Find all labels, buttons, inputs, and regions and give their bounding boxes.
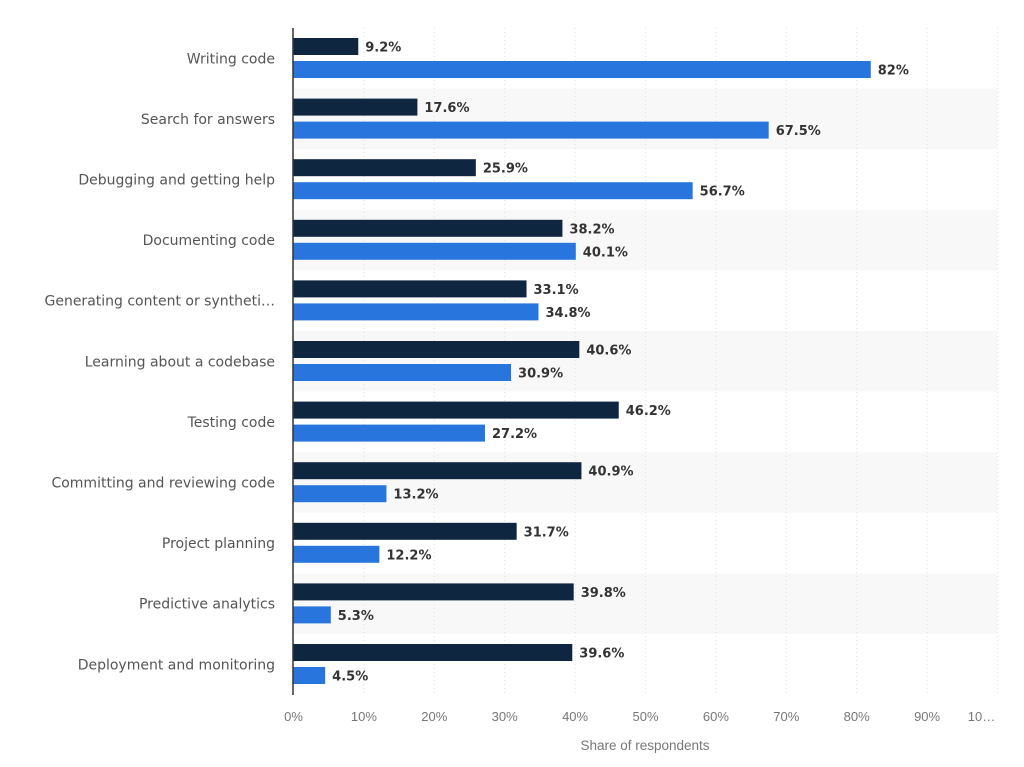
x-tick-label: 0% — [284, 709, 303, 724]
category-label: Predictive analytics — [139, 597, 275, 613]
data-label: 40.1% — [583, 245, 628, 260]
category-label: Documenting code — [143, 233, 275, 249]
bar-series-2 — [293, 303, 539, 321]
category-label: Writing code — [187, 51, 275, 67]
data-label: 46.2% — [626, 404, 671, 419]
bar-series-1 — [293, 280, 527, 298]
data-label: 40.9% — [588, 465, 633, 480]
category-label: Committing and reviewing code — [51, 476, 275, 492]
data-label: 31.7% — [524, 525, 569, 540]
data-label: 40.6% — [586, 344, 631, 359]
bar-series-1 — [293, 583, 574, 601]
data-label: 39.8% — [581, 586, 626, 601]
x-tick-label: 90% — [914, 709, 940, 724]
x-tick-label: 30% — [492, 709, 518, 724]
bar-series-2 — [293, 606, 331, 624]
data-label: 56.7% — [700, 185, 745, 200]
bar-series-2 — [293, 424, 485, 442]
bar-series-1 — [293, 159, 476, 177]
x-tick-label: 20% — [421, 709, 447, 724]
bar-series-1 — [293, 341, 580, 358]
data-label: 39.6% — [579, 647, 624, 662]
x-tick-label: 80% — [844, 709, 870, 724]
data-label: 9.2% — [365, 41, 401, 56]
category-label: Search for answers — [141, 112, 275, 128]
x-tick-label: 40% — [562, 709, 588, 724]
data-label: 30.9% — [518, 367, 563, 382]
bar-series-2 — [293, 364, 512, 381]
data-label: 13.2% — [393, 488, 438, 503]
data-label: 5.3% — [338, 609, 374, 624]
bar-series-1 — [293, 401, 619, 419]
x-tick-label: 50% — [632, 709, 658, 724]
bar-series-2 — [293, 121, 769, 139]
bar-series-1 — [293, 522, 517, 540]
data-label: 17.6% — [424, 101, 469, 116]
data-label: 4.5% — [332, 670, 368, 685]
bar-series-2 — [293, 667, 326, 684]
bar-series-2 — [293, 61, 871, 78]
data-label: 25.9% — [483, 162, 528, 177]
bar-series-1 — [293, 644, 573, 661]
x-axis-title: Share of respondents — [580, 738, 709, 753]
category-label: Deployment and monitoring — [78, 657, 275, 673]
row-band — [293, 452, 998, 513]
bar-series-1 — [293, 219, 563, 237]
bar-series-1 — [293, 462, 582, 480]
x-tick-label: 10% — [351, 709, 377, 724]
category-label: Generating content or syntheti… — [44, 294, 275, 310]
category-label: Project planning — [162, 536, 275, 552]
data-label: 67.5% — [776, 124, 821, 139]
category-label: Debugging and getting help — [78, 173, 275, 189]
bar-series-2 — [293, 485, 387, 503]
x-tick-label: 10… — [968, 709, 995, 724]
category-label: Learning about a codebase — [85, 354, 275, 370]
data-label: 38.2% — [569, 222, 614, 237]
data-label: 34.8% — [545, 306, 590, 321]
data-label: 12.2% — [386, 548, 431, 563]
x-tick-label: 60% — [703, 709, 729, 724]
x-tick-label: 70% — [773, 709, 799, 724]
bar-series-1 — [293, 98, 418, 116]
bar-series-1 — [293, 38, 359, 55]
data-label: 27.2% — [492, 427, 537, 442]
bar-series-2 — [293, 545, 380, 563]
data-label: 82% — [878, 64, 909, 79]
bar-series-2 — [293, 242, 576, 260]
bar-series-2 — [293, 182, 693, 200]
data-label: 33.1% — [534, 283, 579, 298]
category-label: Testing code — [187, 415, 275, 431]
